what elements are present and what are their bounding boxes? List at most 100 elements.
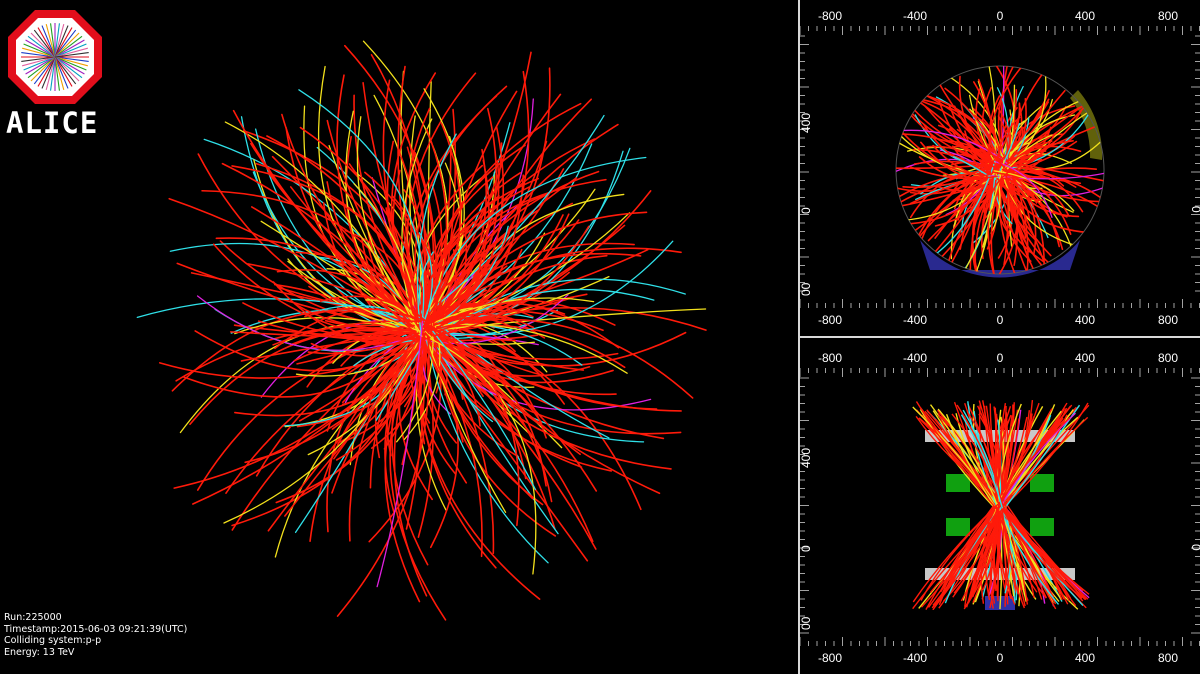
rphi-projection-view[interactable]: -800 -400 0 400 800 -800 -400 0 400 800 … [800,0,1200,336]
particle-track [415,162,462,324]
particle-track [299,126,435,336]
particle-track [416,114,605,323]
particle-track [424,172,522,324]
rhoz-bottom-tick-label: 800 [1158,651,1178,665]
rhoz-top-tick-label: -800 [818,351,842,365]
particle-track [416,133,457,334]
particle-track [909,173,991,205]
particle-track [915,401,997,509]
particle-track [995,90,1050,166]
alice-logo-emblem-icon [8,10,102,104]
energy: Energy: 13 TeV [4,646,75,658]
particle-track [1002,510,1077,594]
particle-track [997,107,1010,168]
particle-track [353,338,426,438]
logo-ray [21,56,56,62]
rphi-axis-ticks [800,26,1200,308]
particle-track [422,322,617,396]
rphi-bottom-tick-label: 400 [1075,313,1095,327]
particle-track [430,326,544,366]
particle-track [415,164,484,324]
projection-divider[interactable] [800,336,1200,338]
logo-ray [41,25,56,58]
logo-ray [54,56,60,91]
logo-ray [21,52,56,58]
rhoz-bottom-tick-label: -800 [818,651,842,665]
particle-track [984,170,1019,274]
rphi-right-tick-label: 0 [1189,206,1200,213]
particle-track [425,297,595,327]
view-divider[interactable] [798,0,800,674]
logo-ray [22,47,56,58]
particle-track [356,116,435,341]
particle-track [1001,412,1076,506]
logo-ray [54,56,69,89]
logo-ray [54,56,87,71]
logo-ray [54,56,88,67]
logo-ray [30,56,56,82]
particle-track [422,337,534,500]
logo-ray [54,39,85,58]
logo-ray [33,56,56,85]
logo-ray [45,56,56,90]
particle-track [1007,161,1104,186]
particle-track [221,162,429,328]
particle-track [430,338,672,470]
logo-ray [54,47,88,58]
detector-module [1030,474,1054,492]
particle-track [1003,171,1054,274]
particle-track [924,105,994,172]
particle-track [426,191,553,322]
particle-track [419,309,604,332]
particle-track [257,320,426,341]
particle-track [924,410,1006,507]
rphi-top-tick-label: 400 [1075,9,1095,23]
rhoz-projection-view[interactable]: -800 -400 0 400 800 -800 -400 0 400 800 … [800,338,1200,674]
particle-track [940,504,999,591]
particle-track [430,51,532,325]
particle-track [287,260,425,333]
particle-track [382,79,429,322]
particle-track [1002,175,1064,251]
rphi-bottom-tick-label: 0 [997,313,1004,327]
logo-ray [22,56,56,67]
rphi-bottom-tick-label: -800 [818,313,842,327]
particle-track [434,225,590,337]
particle-track [289,327,429,346]
particle-track [433,319,610,439]
main-track-bundle [136,40,707,621]
particle-track [959,144,1004,162]
logo-ray [54,43,87,58]
colliding-system: Colliding system:p-p [4,635,102,646]
particle-track [365,299,423,337]
particle-track [416,247,682,328]
particle-track [920,502,1002,601]
particle-track [987,502,1002,596]
particle-track [425,128,448,328]
particle-track [194,329,424,372]
logo-ray [50,56,56,91]
particle-track [275,325,418,504]
particle-track [982,505,999,591]
particle-track [427,327,495,555]
particle-track [418,107,498,328]
particle-track [343,330,417,336]
particle-track [298,89,425,331]
logo-ray [54,56,73,87]
particle-track [937,408,1000,511]
main-event-view[interactable] [0,0,798,674]
rhoz-top-tick-label: 0 [997,351,1004,365]
logo-ray [37,56,56,87]
particle-track [426,126,505,336]
rhoz-bottom-tick-label: 0 [997,651,1004,665]
particle-track [993,170,1075,212]
logo-ray [54,24,65,58]
rhoz-track-bundle [912,400,1090,610]
particle-track [232,109,425,341]
particle-track [416,326,553,503]
particle-track [429,338,537,575]
particle-track [423,321,520,527]
particle-track [281,113,428,323]
logo-ray [54,52,89,58]
particle-track [272,320,424,346]
